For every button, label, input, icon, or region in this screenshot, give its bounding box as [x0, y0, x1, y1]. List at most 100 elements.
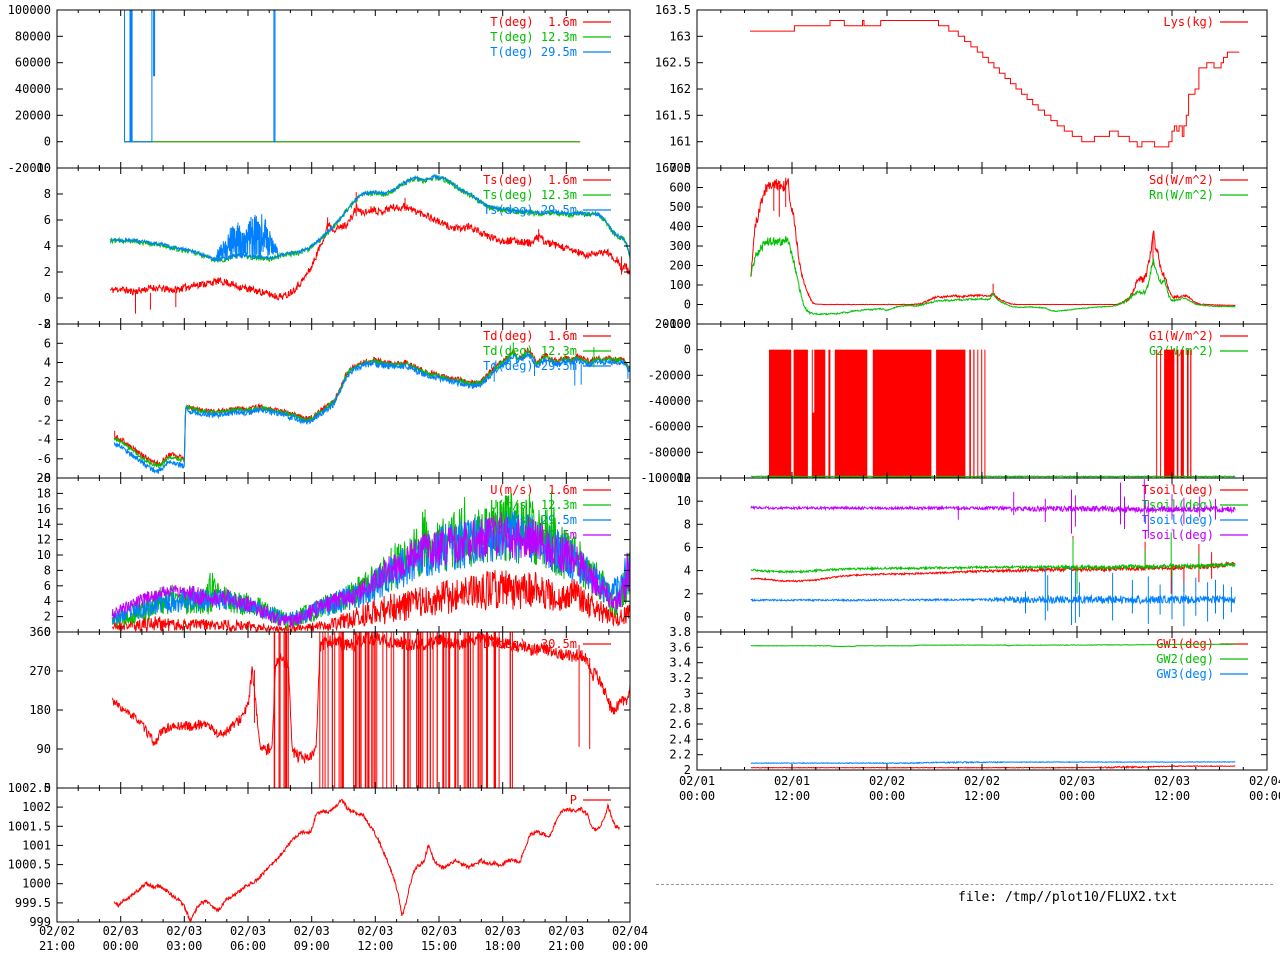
- legend-label-soil-heat-flux-0: G1(W/m^2): [1149, 329, 1214, 343]
- series-Lys: [750, 20, 1240, 148]
- ytick-label: 0: [44, 394, 51, 408]
- legend-label-dewpoint-0: Td(deg) 1.6m: [483, 329, 577, 343]
- ytick-label: 1001: [22, 838, 51, 852]
- panel-border: [56, 787, 631, 923]
- ytick-label: 2.2: [669, 748, 691, 762]
- data-bar-block: [834, 349, 868, 478]
- ytick-label: 6: [684, 541, 691, 555]
- ytick-label: 4: [44, 594, 51, 608]
- ytick-label: 100000: [8, 3, 51, 17]
- legend-label-soil-temp-3: Tsoil(deg): [1142, 528, 1214, 542]
- series-Tsoil-3: [750, 593, 1236, 606]
- ytick-label: 80000: [15, 29, 51, 43]
- ytick-label: 8: [44, 187, 51, 201]
- legend-label-air-temp-1: T(deg) 12.3m: [490, 30, 577, 44]
- xlabel-date: 02/03: [103, 924, 139, 938]
- ytick-label: 0: [44, 291, 51, 305]
- ytick-label: -20000: [8, 161, 51, 175]
- panel-groundwater-temp: GW1(deg)GW2(deg)GW3(deg)3.83.63.43.232.8…: [669, 625, 1268, 777]
- ytick-label: 8: [44, 563, 51, 577]
- ytick-label: 12: [37, 533, 51, 547]
- ytick-label: 10: [37, 161, 51, 175]
- series-GW3: [750, 760, 1236, 765]
- file-info: file: /tmp//plot10/FLUX2.txt file: /tmp/…: [958, 840, 1177, 960]
- legend-label-groundwater-temp-2: GW3(deg): [1156, 667, 1214, 681]
- ytick-label: 0: [684, 343, 691, 357]
- series-P: [113, 798, 620, 922]
- data-bar-block: [969, 349, 971, 478]
- ytick-label: 163.5: [655, 3, 691, 17]
- xlabel-date: 02/03: [485, 924, 521, 938]
- ytick-label: 2: [684, 763, 691, 777]
- series-Ts-29.5m: [109, 174, 631, 263]
- xlabel-time: 21:00: [39, 939, 75, 953]
- data-bar-block: [1180, 349, 1184, 478]
- ytick-label: 300: [669, 239, 691, 253]
- ytick-label: 60000: [15, 56, 51, 70]
- ytick-label: 161.5: [655, 108, 691, 122]
- xlabel-time: 03:00: [166, 939, 202, 953]
- ytick-label: -100000: [640, 471, 691, 485]
- data-bar-block: [793, 349, 808, 478]
- ytick-label: 4: [44, 356, 51, 370]
- xlabel-time: 06:00: [230, 939, 266, 953]
- data-bar-block: [984, 349, 986, 478]
- series-GW2: [750, 643, 1236, 648]
- ytick-label: 2.4: [669, 732, 691, 746]
- ytick-label: 400: [669, 220, 691, 234]
- file-line-flux: file: /tmp//plot10/FLUX2.txt: [958, 890, 1178, 905]
- ytick-label: 270: [29, 664, 51, 678]
- ytick-label: 6: [44, 336, 51, 350]
- ytick-label: 0: [44, 135, 51, 149]
- ytick-label: 4: [44, 239, 51, 253]
- ytick-label: 500: [669, 200, 691, 214]
- data-bar-block: [769, 349, 792, 478]
- ytick-label: 1002: [22, 800, 51, 814]
- series-Ts-1.6m: [109, 203, 631, 301]
- xaxis-labels-left: 02/0221:0002/0300:0002/0303:0002/0306:00…: [39, 924, 648, 953]
- data-bar-block: [977, 349, 979, 478]
- xlabel-time: 12:00: [1154, 789, 1190, 803]
- ytick-label: 4: [684, 564, 691, 578]
- legend-label-groundwater-temp-1: GW2(deg): [1156, 652, 1214, 666]
- ytick-label: 161: [669, 135, 691, 149]
- ytick-label: 2: [44, 375, 51, 389]
- xlabel-date: 02/03: [294, 924, 330, 938]
- ytick-label: 2.8: [669, 702, 691, 716]
- xlabel-date: 02/03: [1154, 774, 1190, 788]
- legend-label-radiation-0: Sd(W/m^2): [1149, 173, 1214, 187]
- ytick-label: 2: [44, 610, 51, 624]
- ytick-label: 3.8: [669, 625, 691, 639]
- xlabel-time: 00:00: [1059, 789, 1095, 803]
- series-Rn: [750, 236, 1236, 316]
- xlabel-date: 02/01: [679, 774, 715, 788]
- ytick-label: 0: [684, 298, 691, 312]
- series-GW1: [750, 765, 1236, 769]
- ytick-label: 20000: [655, 317, 691, 331]
- panel-wind-speed: U(m/s) 1.6mU(m/s) 12.3mU(m/s) 29.5mU(m/s…: [37, 471, 631, 639]
- xlabel-date: 02/03: [421, 924, 457, 938]
- xlabel-time: 12:00: [774, 789, 810, 803]
- ytick-label: 10: [37, 548, 51, 562]
- data-bar-block: [1190, 349, 1192, 478]
- xlabel-time: 18:00: [485, 939, 521, 953]
- ytick-label: 163: [669, 29, 691, 43]
- data-bar-block: [973, 349, 975, 478]
- series-G2: [750, 475, 1236, 478]
- xlabel-date: 02/02: [39, 924, 75, 938]
- ytick-label: 16: [37, 502, 51, 516]
- legend-label-wind-speed-0: U(m/s) 1.6m: [490, 483, 577, 497]
- panel-lysimeter: Lys(kg) 163.5 163 162.5 162 161.5 161 160.5: [655, 3, 1268, 175]
- legend-label-air-temp-2: T(deg) 29.5m: [490, 45, 577, 59]
- ytick-label: -60000: [648, 420, 691, 434]
- data-bar-block: [872, 349, 932, 478]
- ytick-label: 20: [37, 471, 51, 485]
- ytick-label: -40000: [648, 394, 691, 408]
- ytick-label: 2.6: [669, 717, 691, 731]
- panel-border: [696, 9, 1268, 169]
- ytick-label: 18: [37, 486, 51, 500]
- ytick-label: 100: [669, 278, 691, 292]
